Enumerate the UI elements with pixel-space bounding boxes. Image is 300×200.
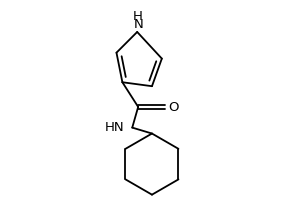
- Text: O: O: [169, 101, 179, 114]
- Text: HN: HN: [105, 121, 124, 134]
- Text: H: H: [133, 10, 143, 23]
- Text: N: N: [133, 18, 143, 31]
